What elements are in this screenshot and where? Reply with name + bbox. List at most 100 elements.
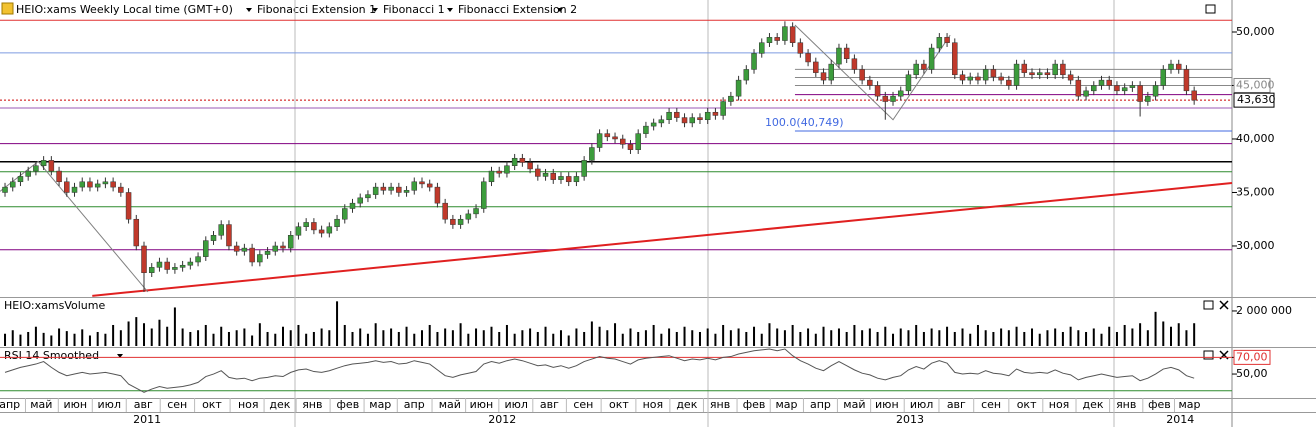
candle-body: [550, 172, 557, 180]
volume-bar: [513, 333, 516, 346]
x-tick-label: ноя: [1049, 398, 1070, 411]
volume-bar: [637, 331, 640, 346]
candle-body: [620, 138, 626, 145]
volume-bar: [459, 323, 462, 346]
x-tick-label: окт: [202, 398, 222, 411]
candle-body: [442, 202, 448, 220]
candle-body: [133, 218, 140, 247]
candle-body: [280, 245, 286, 249]
panel-title: HEIO:xamsVolume: [4, 299, 105, 312]
x-tick-label: май: [843, 398, 865, 411]
candle-body: [264, 251, 271, 255]
chart-title[interactable]: HEIO:xams Weekly Local time (GMT+0): [16, 3, 233, 16]
indicator-name[interactable]: Fibonacci Extension 1: [257, 3, 376, 16]
volume-bar: [166, 326, 169, 346]
volume-bar: [1162, 321, 1165, 346]
candle-body: [488, 170, 495, 183]
candle-body: [720, 101, 726, 116]
volume-bar: [783, 330, 786, 346]
volume-bar: [1085, 331, 1088, 346]
volume-bar: [405, 326, 408, 346]
candle-body: [1168, 63, 1174, 70]
candle-body: [674, 111, 680, 118]
candle-body: [890, 95, 896, 102]
volume-bar: [675, 331, 678, 346]
dropdown-arrow[interactable]: [246, 8, 252, 12]
candle-body: [48, 160, 55, 172]
volume-bar: [1077, 330, 1080, 346]
volume-bar: [65, 331, 68, 346]
candle-body: [882, 95, 889, 102]
volume-bar: [96, 331, 99, 346]
volume-bar: [614, 323, 617, 346]
candle-body: [596, 133, 603, 148]
candle-body: [64, 181, 70, 193]
candle-body: [357, 197, 363, 204]
volume-bar: [227, 331, 230, 346]
maximize-button[interactable]: [1203, 300, 1214, 310]
candle-body: [511, 157, 518, 166]
candle-body: [643, 125, 649, 134]
indicator-name[interactable]: Fibonacci 1: [383, 3, 445, 16]
volume-bar: [1131, 328, 1134, 346]
candle-body: [218, 224, 224, 236]
volume-bar: [1038, 333, 1041, 346]
candle-body: [689, 117, 696, 124]
candle-body: [959, 74, 966, 81]
candle-body: [94, 183, 101, 188]
volume-bar: [1193, 323, 1196, 346]
candle-body: [928, 47, 935, 70]
symbol-icon[interactable]: [1, 2, 14, 15]
candle-body: [1152, 85, 1159, 97]
indicator-name[interactable]: Fibonacci Extension 2: [458, 3, 577, 16]
candle-body: [1106, 79, 1112, 86]
candle-body: [1036, 72, 1043, 76]
volume-bar: [521, 330, 524, 346]
volume-bar: [938, 330, 941, 346]
close-button[interactable]: [1219, 300, 1229, 310]
volume-bar: [382, 330, 385, 346]
panel-title[interactable]: RSI 14 Smoothed: [4, 349, 99, 362]
candle-body: [527, 162, 533, 170]
candle-body: [1175, 63, 1182, 70]
volume-bar: [621, 333, 624, 346]
volume-bar: [289, 330, 292, 346]
candle-body: [40, 160, 47, 166]
volume-bar: [27, 331, 30, 346]
candle-body: [195, 256, 201, 263]
volume-bar: [791, 324, 794, 346]
volume-bar: [776, 328, 779, 346]
x-tick-label: мар: [1179, 398, 1201, 411]
volume-bar: [946, 326, 949, 346]
volume-bar: [328, 330, 331, 346]
candle-body: [735, 79, 742, 97]
candle-body: [758, 42, 765, 54]
candle-body: [658, 119, 665, 124]
candle-body: [751, 53, 757, 70]
volume-bar: [1092, 328, 1095, 346]
dropdown-arrow[interactable]: [117, 354, 123, 358]
maximize-button[interactable]: [1205, 4, 1216, 14]
last-price-box: [1233, 92, 1275, 108]
volume-bar: [104, 333, 107, 346]
x-tick-label: апр: [0, 398, 20, 411]
candle-body: [1060, 63, 1066, 76]
candle-body: [372, 186, 379, 195]
candle-body: [728, 95, 734, 102]
volume-bar: [1115, 331, 1118, 346]
volume-bar: [853, 324, 856, 346]
x-tick-label: мар: [775, 398, 797, 411]
volume-bar: [4, 333, 7, 346]
y-tick-label: 30,000: [1236, 239, 1275, 252]
maximize-button[interactable]: [1203, 350, 1214, 360]
volume-bar: [181, 328, 184, 346]
x-tick-label: сен: [573, 398, 593, 411]
dropdown-arrow[interactable]: [557, 8, 563, 12]
dropdown-arrow[interactable]: [372, 8, 378, 12]
volume-bar: [536, 331, 539, 346]
candle-body: [187, 261, 194, 266]
dropdown-arrow[interactable]: [447, 8, 453, 12]
candle-body: [666, 111, 672, 120]
